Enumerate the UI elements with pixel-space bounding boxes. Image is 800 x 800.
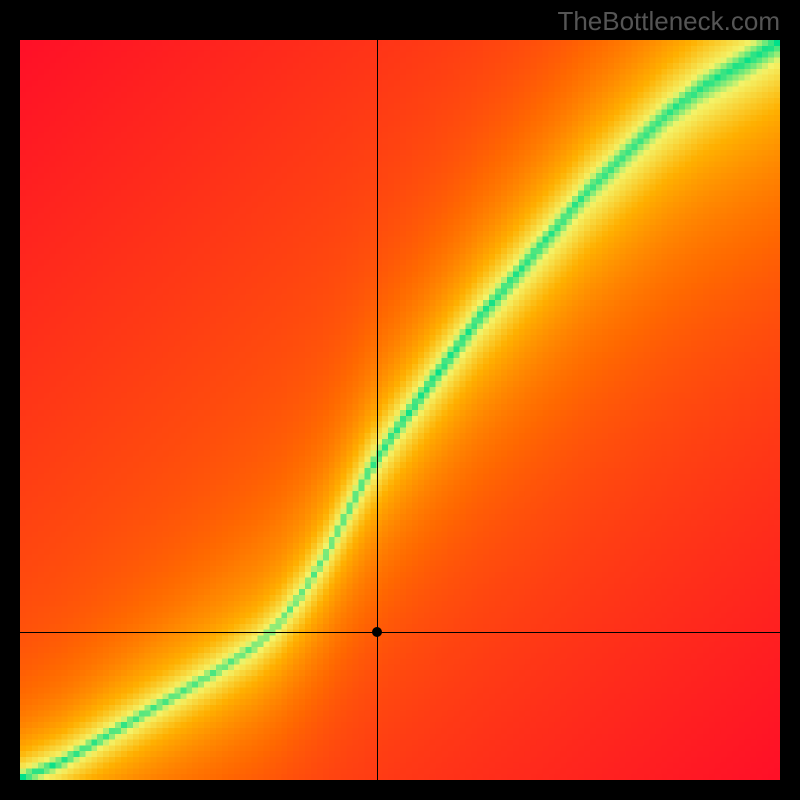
crosshair-vertical: [377, 40, 378, 780]
chart-container: TheBottleneck.com: [0, 0, 800, 800]
bottleneck-heatmap: [20, 40, 780, 780]
watermark-text: TheBottleneck.com: [557, 6, 780, 37]
crosshair-horizontal: [20, 632, 780, 633]
